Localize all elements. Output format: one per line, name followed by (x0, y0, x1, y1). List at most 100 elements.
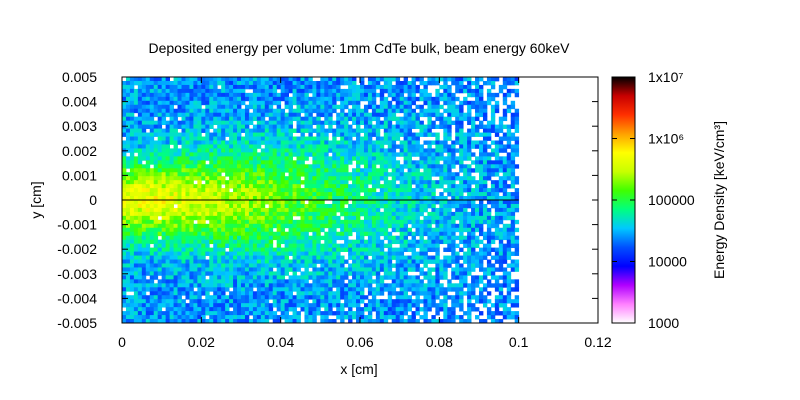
heatmap-cell (225, 207, 230, 213)
heatmap-cell (280, 132, 286, 137)
heatmap-cell (363, 231, 369, 237)
heatmap-cell (463, 136, 468, 141)
heatmap-cell (149, 283, 155, 288)
heatmap-cell (248, 319, 254, 324)
heatmap-cell (205, 188, 210, 193)
heatmap-cell (431, 303, 436, 308)
heatmap-cell (221, 188, 226, 193)
heatmap-cell (296, 160, 301, 165)
heatmap-cell (181, 247, 186, 252)
heatmap-cell (451, 243, 456, 249)
heatmap-cell (153, 271, 159, 276)
heatmap-cell (284, 243, 289, 249)
heatmap-cell (284, 156, 289, 161)
heatmap-cell (304, 92, 309, 98)
heatmap-cell (141, 299, 147, 304)
heatmap-cell (423, 203, 428, 209)
heatmap-cell (244, 196, 250, 201)
heatmap-cell (197, 136, 202, 141)
heatmap-cell (125, 116, 131, 122)
heatmap-cell (383, 124, 389, 129)
heatmap-cell (352, 108, 357, 114)
heatmap-cell (284, 120, 289, 126)
heatmap-cell (443, 196, 448, 201)
heatmap-cell (209, 315, 214, 320)
heatmap-cell (225, 77, 230, 82)
heatmap-cell (260, 271, 266, 276)
heatmap-cell (260, 124, 266, 129)
heatmap-cell (137, 144, 143, 149)
heatmap-cell (201, 84, 206, 90)
heatmap-cell (260, 259, 266, 264)
heatmap-cell (375, 211, 381, 217)
heatmap-cell (157, 92, 163, 98)
heatmap-cell (407, 160, 412, 165)
heatmap-cell (423, 84, 428, 90)
heatmap-cell (256, 255, 262, 260)
heatmap-cell (197, 239, 202, 245)
heatmap-cell (399, 283, 405, 288)
heatmap-cell (427, 279, 432, 284)
heatmap-cell (185, 152, 190, 157)
heatmap-cell (209, 231, 214, 237)
heatmap-cell (272, 207, 278, 213)
heatmap-cell (455, 315, 460, 320)
heatmap-cell (379, 200, 385, 205)
heatmap-cell (225, 255, 230, 260)
heatmap-cell (459, 132, 464, 137)
heatmap-cell (300, 196, 305, 201)
heatmap-cell (129, 144, 135, 149)
heatmap-cell (367, 239, 373, 245)
heatmap-cell (371, 251, 377, 256)
heatmap-cell (209, 251, 214, 256)
heatmap-cell (169, 239, 174, 245)
heatmap-cell (185, 192, 190, 197)
heatmap-cell (284, 77, 289, 82)
heatmap-cell (328, 172, 333, 177)
heatmap-cell (256, 239, 262, 245)
heatmap-cell (320, 128, 325, 133)
heatmap-cell (383, 255, 389, 260)
heatmap-cell (205, 259, 210, 264)
heatmap-cell (399, 120, 405, 126)
heatmap-cell (272, 128, 278, 133)
heatmap-cell (455, 283, 460, 288)
heatmap-cell (225, 259, 230, 264)
heatmap-cell (137, 259, 143, 264)
heatmap-cell (125, 192, 131, 197)
heatmap-cell (288, 239, 293, 245)
heatmap-cell (427, 203, 432, 209)
heatmap-cell (336, 128, 341, 133)
heatmap-cell (276, 203, 282, 209)
heatmap-cell (308, 80, 313, 86)
heatmap-cell (296, 223, 301, 229)
heatmap-cell (415, 255, 420, 260)
heatmap-cell (137, 207, 143, 213)
heatmap-cell (427, 152, 432, 157)
heatmap-cell (161, 235, 167, 241)
heatmap-cell (459, 267, 464, 272)
heatmap-cell (296, 152, 301, 157)
heatmap-cell (419, 172, 424, 177)
heatmap-cell (288, 287, 293, 292)
heatmap-cell (244, 128, 250, 133)
heatmap-cell (217, 168, 222, 173)
heatmap-cell (161, 196, 167, 201)
heatmap-cell (221, 287, 226, 292)
heatmap-cell (221, 196, 226, 201)
heatmap-cell (248, 192, 254, 197)
heatmap-cell (383, 211, 389, 217)
heatmap-cell (248, 156, 254, 161)
heatmap-cell (213, 160, 218, 165)
heatmap-cell (284, 279, 289, 284)
heatmap-cell (244, 275, 250, 280)
heatmap-cell (248, 207, 254, 213)
heatmap-cell (324, 77, 329, 82)
heatmap-cell (125, 100, 131, 106)
heatmap-cell (332, 211, 337, 217)
heatmap-cell (411, 77, 416, 82)
heatmap-cell (229, 295, 234, 300)
heatmap-cell (149, 88, 155, 94)
heatmap-cell (371, 80, 377, 86)
heatmap-cell (153, 267, 159, 272)
